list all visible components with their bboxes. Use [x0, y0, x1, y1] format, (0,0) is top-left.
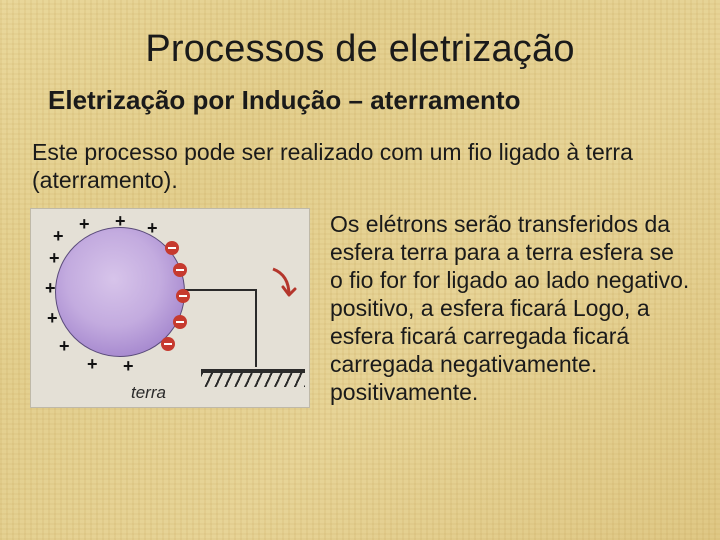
electron-arrow-icon — [269, 265, 297, 309]
minus-icon — [176, 289, 190, 303]
plus-icon: + — [115, 212, 126, 230]
slide-subtitle: Eletrização por Indução – aterramento — [48, 85, 690, 116]
explanation-text: Os elétrons serão transferidos da esfera… — [330, 208, 690, 406]
plus-icon: + — [45, 279, 56, 297]
diagram-container: terra ++++++++++ — [30, 208, 310, 408]
terra-label: terra — [131, 383, 166, 403]
wire-vertical — [255, 289, 257, 367]
plus-icon: + — [59, 337, 70, 355]
wire-horizontal — [185, 289, 257, 291]
plus-icon: + — [123, 357, 134, 375]
plus-icon: + — [49, 249, 60, 267]
content-row: terra ++++++++++ Os elétrons serão trans… — [30, 208, 690, 408]
intro-paragraph: Este processo pode ser realizado com um … — [32, 138, 684, 194]
plus-icon: + — [147, 219, 158, 237]
plus-icon: + — [47, 309, 58, 327]
minus-icon — [173, 315, 187, 329]
plus-icon: + — [79, 215, 90, 233]
minus-icon — [161, 337, 175, 351]
induction-diagram: terra ++++++++++ — [30, 208, 310, 408]
plus-icon: + — [53, 227, 64, 245]
minus-icon — [165, 241, 179, 255]
plus-icon: + — [87, 355, 98, 373]
ground-icon — [201, 369, 305, 399]
slide-title: Processos de eletrização — [30, 28, 690, 71]
minus-icon — [173, 263, 187, 277]
